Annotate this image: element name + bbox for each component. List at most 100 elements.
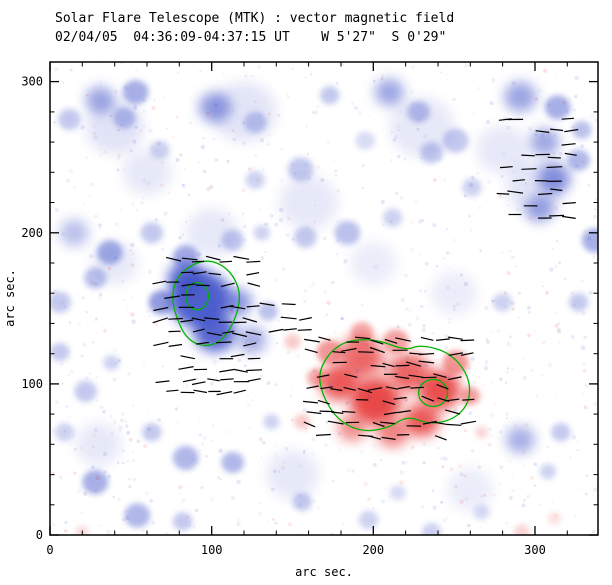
noise-dot — [449, 425, 451, 427]
noise-dot — [398, 490, 401, 492]
noise-dot — [502, 470, 505, 473]
vector-tick — [445, 398, 460, 402]
noise-dot — [428, 417, 431, 420]
noise-dot — [98, 292, 103, 297]
noise-dot — [540, 133, 545, 138]
noise-dot — [229, 306, 234, 311]
vector-tick — [166, 389, 179, 392]
positive-field-blob — [307, 368, 327, 387]
vector-tick — [341, 410, 356, 413]
noise-dot — [380, 501, 382, 503]
negative-field-blob — [568, 293, 589, 312]
vector-tick — [380, 421, 395, 425]
vector-tick — [431, 421, 447, 425]
noise-dot — [67, 373, 71, 377]
noise-dot — [302, 408, 307, 413]
noise-dot — [54, 207, 59, 212]
noise-dot — [432, 223, 437, 228]
noise-dot — [227, 212, 231, 216]
noise-dot — [255, 338, 259, 342]
negative-field-blob — [54, 423, 75, 442]
noise-dot — [306, 226, 309, 230]
noise-dot — [307, 176, 312, 181]
noise-dot — [286, 350, 291, 354]
noise-dot — [582, 368, 587, 373]
noise-dot — [143, 124, 146, 127]
noise-dot — [566, 110, 569, 114]
noise-dot — [271, 487, 275, 492]
noise-dot — [443, 177, 447, 181]
noise-dot — [592, 214, 597, 219]
vector-tick — [180, 355, 196, 360]
noise-dot — [141, 201, 144, 204]
noise-dot — [145, 309, 150, 314]
noise-dot — [522, 451, 526, 454]
noise-dot — [123, 85, 126, 88]
vector-tick — [448, 352, 463, 356]
vector-tick — [191, 381, 206, 386]
vector-tick — [299, 317, 312, 321]
noise-dot — [293, 171, 297, 175]
noise-dot — [340, 316, 344, 321]
negative-field-blob — [59, 219, 89, 247]
noise-dot — [423, 134, 428, 139]
noise-dot — [553, 310, 558, 315]
noise-dot — [98, 296, 103, 301]
negative-field-blob — [92, 241, 138, 285]
noise-dot — [111, 432, 114, 435]
vector-tick — [420, 336, 434, 341]
negative-field-blob — [383, 208, 403, 227]
noise-dot — [395, 298, 398, 300]
vector-tick — [320, 386, 333, 390]
noise-dot — [479, 249, 483, 252]
noise-dot — [70, 369, 74, 374]
negative-field-blob — [245, 170, 265, 189]
noise-dot — [130, 312, 135, 317]
noise-dot — [125, 420, 128, 423]
noise-dot — [274, 222, 279, 227]
noise-dot — [554, 206, 558, 210]
negative-field-blob — [237, 326, 267, 354]
vector-tick — [233, 389, 246, 394]
noise-dot — [389, 325, 392, 328]
noise-dot — [237, 358, 242, 363]
noise-dot — [440, 71, 442, 74]
noise-dot — [286, 280, 288, 282]
vector-tick — [306, 385, 319, 389]
field-blobs-layer — [50, 78, 598, 535]
noise-dot — [237, 118, 239, 120]
noise-dot — [280, 147, 284, 151]
noise-dot — [199, 70, 202, 73]
noise-dot — [528, 126, 532, 131]
noise-dot — [274, 454, 278, 458]
noise-dot — [231, 495, 235, 500]
negative-field-blob — [85, 99, 144, 155]
noise-dot — [188, 524, 191, 528]
noise-dot — [251, 371, 254, 374]
noise-dot — [117, 157, 120, 160]
vector-tick — [196, 341, 209, 345]
noise-dot — [229, 306, 234, 311]
noise-dot — [439, 501, 443, 504]
noise-dot — [205, 454, 208, 458]
noise-dot — [246, 402, 251, 408]
noise-dot — [91, 465, 95, 470]
noise-dot — [463, 428, 468, 433]
noise-dot — [187, 193, 191, 197]
noise-dot — [181, 233, 185, 237]
noise-dot — [63, 529, 68, 533]
noise-dot — [541, 342, 543, 344]
noise-dot — [511, 367, 514, 371]
negative-field-blob — [358, 510, 379, 529]
noise-dot — [381, 499, 385, 504]
noise-dot — [206, 186, 211, 192]
noise-dot — [530, 368, 534, 372]
noise-dot — [103, 150, 107, 154]
noise-dot — [311, 437, 316, 442]
noise-dot — [247, 395, 249, 397]
negative-field-blob — [476, 125, 529, 174]
noise-dot — [174, 407, 179, 411]
noise-dot — [448, 317, 452, 321]
noise-dot — [254, 100, 257, 103]
noise-dot — [487, 179, 492, 184]
